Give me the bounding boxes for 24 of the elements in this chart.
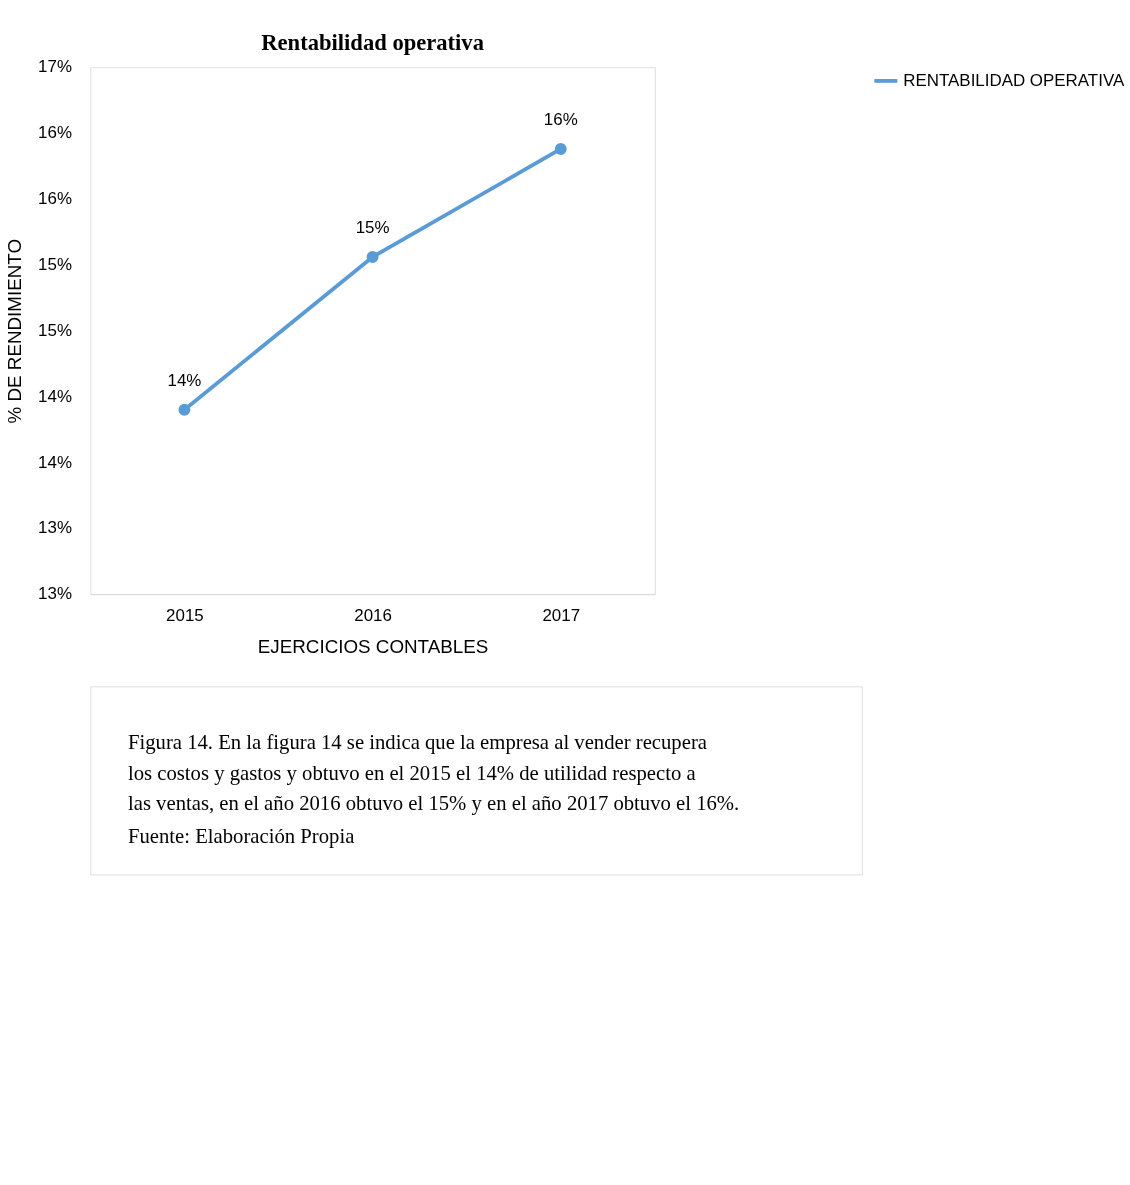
point: [366, 251, 379, 263]
x-axis-title: EJERCICIOS CONTABLES: [257, 635, 489, 657]
point: [178, 403, 191, 416]
data-label: 14%: [167, 371, 202, 391]
data-label: 15%: [355, 218, 390, 238]
y-tick-label: 13%: [38, 518, 72, 538]
source-note: Fuente: Elaboración Propia: [127, 825, 355, 849]
legend-label: RENTABILIDAD OPERATIVA: [903, 70, 1125, 90]
y-tick-label: 16%: [38, 189, 72, 209]
data-label: 16%: [543, 110, 578, 130]
text: Figura 14. En la figura 14 se indica que la empresa al vender recupera los costos y gastos y obtuvo en el 2015 el 14% de utilidad respecto a las ventas, en el año 2016 obtuvo el 15% y en el año 2017 obtuvo el 16%.: [127, 731, 740, 815]
x-tick-label: 2016: [354, 605, 392, 625]
y-tick-label: 13%: [38, 584, 72, 604]
y-tick-label: 14%: [38, 386, 72, 406]
y-axis-title: % DE RENDIMIENTO: [4, 238, 26, 424]
y-tick-label: 17%: [38, 57, 72, 77]
point: [554, 143, 567, 155]
y-tick-label: 14%: [38, 452, 72, 472]
chart-title: Rentabilidad operativa: [261, 30, 484, 56]
y-tick-label: 15%: [38, 320, 72, 340]
x-tick-label: 2017: [542, 605, 581, 625]
y-tick-label: 16%: [38, 123, 72, 143]
y-tick-label: 15%: [38, 255, 72, 275]
x-tick-label: 2015: [166, 605, 204, 625]
